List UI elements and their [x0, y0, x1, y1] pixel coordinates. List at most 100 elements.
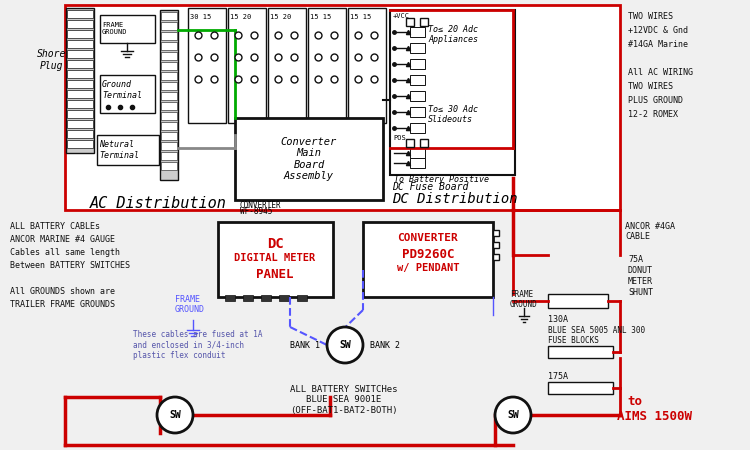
Text: 130A: 130A: [548, 315, 568, 324]
Bar: [188, 8, 226, 123]
Bar: [261, 295, 271, 301]
Text: PD9260C: PD9260C: [402, 248, 454, 261]
Text: TRAILER FRAME GROUNDS: TRAILER FRAME GROUNDS: [10, 300, 115, 309]
Bar: [161, 142, 177, 150]
Text: METER: METER: [628, 277, 653, 286]
Text: 175A: 175A: [548, 372, 568, 381]
Bar: [410, 158, 425, 168]
Text: 75A: 75A: [628, 255, 643, 264]
Bar: [410, 43, 425, 53]
Text: SHUNT: SHUNT: [628, 288, 653, 297]
Text: 15 20: 15 20: [230, 14, 251, 20]
Text: Cables all same length: Cables all same length: [10, 248, 120, 257]
Text: 30 15: 30 15: [190, 14, 211, 20]
Bar: [218, 222, 333, 297]
Text: FUSE BLOCKS: FUSE BLOCKS: [548, 336, 598, 345]
Text: BLUE SEA 5005 ANL 300: BLUE SEA 5005 ANL 300: [548, 326, 645, 335]
Text: Shore
Plug: Shore Plug: [38, 49, 67, 71]
Bar: [161, 102, 177, 110]
Bar: [67, 40, 93, 48]
Text: All GROUNDS shown are: All GROUNDS shown are: [10, 287, 115, 296]
Bar: [67, 110, 93, 118]
Bar: [225, 295, 235, 301]
Bar: [160, 10, 178, 180]
Bar: [161, 32, 177, 40]
Bar: [97, 135, 159, 165]
Text: 12-2 ROMEX: 12-2 ROMEX: [628, 110, 678, 119]
Bar: [161, 162, 177, 170]
Bar: [410, 75, 425, 85]
Bar: [279, 295, 289, 301]
Bar: [161, 132, 177, 140]
Text: AC Distribution: AC Distribution: [90, 196, 226, 211]
Text: DC Fuse Board: DC Fuse Board: [392, 182, 468, 192]
Bar: [67, 30, 93, 38]
Text: +12VDC & Gnd: +12VDC & Gnd: [628, 26, 688, 35]
Circle shape: [327, 327, 363, 363]
Text: PANEL: PANEL: [256, 268, 294, 281]
Bar: [410, 148, 425, 158]
Text: SW: SW: [507, 410, 519, 420]
Text: POS: POS: [393, 135, 406, 141]
Text: FRAME
GROUND: FRAME GROUND: [102, 22, 128, 35]
Circle shape: [495, 397, 531, 433]
Circle shape: [157, 397, 193, 433]
Text: To≤ 30 Adc
Slideouts: To≤ 30 Adc Slideouts: [428, 105, 478, 124]
Bar: [268, 8, 306, 123]
Text: All AC WIRING: All AC WIRING: [628, 68, 693, 77]
Bar: [67, 140, 93, 148]
Text: SW: SW: [339, 340, 351, 350]
Text: 15 15: 15 15: [310, 14, 332, 20]
Text: AIMS 1500W: AIMS 1500W: [617, 410, 692, 423]
Text: ALL BATTERY CABLEs: ALL BATTERY CABLEs: [10, 222, 100, 231]
Text: DIGITAL METER: DIGITAL METER: [234, 253, 316, 263]
Text: PLUS GROUND: PLUS GROUND: [628, 96, 683, 105]
Text: Ground
Terminal: Ground Terminal: [102, 80, 142, 100]
Bar: [67, 90, 93, 98]
Text: To≤ 20 Adc
Appliances: To≤ 20 Adc Appliances: [428, 25, 478, 45]
Bar: [67, 80, 93, 88]
Bar: [161, 152, 177, 160]
Text: FRAME
GROUND: FRAME GROUND: [510, 290, 538, 310]
Text: ALL BATTERY SWITCHes
BLUE SEA 9001E
(OFF-BAT1-BAT2-BOTH): ALL BATTERY SWITCHes BLUE SEA 9001E (OFF…: [290, 385, 398, 415]
Text: Converter
Main
Board
Assembly: Converter Main Board Assembly: [280, 137, 338, 181]
Bar: [161, 82, 177, 90]
Bar: [548, 294, 608, 308]
Text: CONVERTER: CONVERTER: [240, 202, 282, 211]
Text: 15 15: 15 15: [350, 14, 371, 20]
Text: CONVERTER: CONVERTER: [398, 233, 458, 243]
Bar: [410, 123, 425, 133]
Bar: [67, 120, 93, 128]
Bar: [161, 92, 177, 100]
Bar: [390, 10, 515, 175]
Bar: [161, 122, 177, 130]
Text: SW: SW: [170, 410, 181, 420]
Bar: [100, 15, 155, 43]
Bar: [161, 22, 177, 30]
Bar: [67, 100, 93, 108]
Text: to: to: [627, 395, 642, 408]
Text: ANCOR MARINE #4 GAUGE: ANCOR MARINE #4 GAUGE: [10, 235, 115, 244]
Bar: [65, 5, 620, 210]
Bar: [410, 27, 425, 37]
Bar: [100, 75, 155, 113]
Text: Netural
Terminal: Netural Terminal: [99, 140, 139, 160]
Text: Between BATTERY SWITCHES: Between BATTERY SWITCHES: [10, 261, 130, 270]
Bar: [161, 62, 177, 70]
Text: 15 20: 15 20: [270, 14, 291, 20]
Bar: [548, 346, 613, 358]
Bar: [67, 70, 93, 78]
Bar: [297, 295, 307, 301]
Bar: [67, 60, 93, 68]
Bar: [161, 52, 177, 60]
Bar: [67, 10, 93, 18]
Bar: [410, 107, 425, 117]
Bar: [410, 91, 425, 101]
Text: TWO WIRES: TWO WIRES: [628, 82, 673, 91]
Text: #14GA Marine: #14GA Marine: [628, 40, 688, 49]
Bar: [67, 130, 93, 138]
Bar: [161, 72, 177, 80]
Text: WF-8945: WF-8945: [240, 207, 272, 216]
Bar: [235, 118, 383, 200]
Bar: [548, 382, 613, 394]
